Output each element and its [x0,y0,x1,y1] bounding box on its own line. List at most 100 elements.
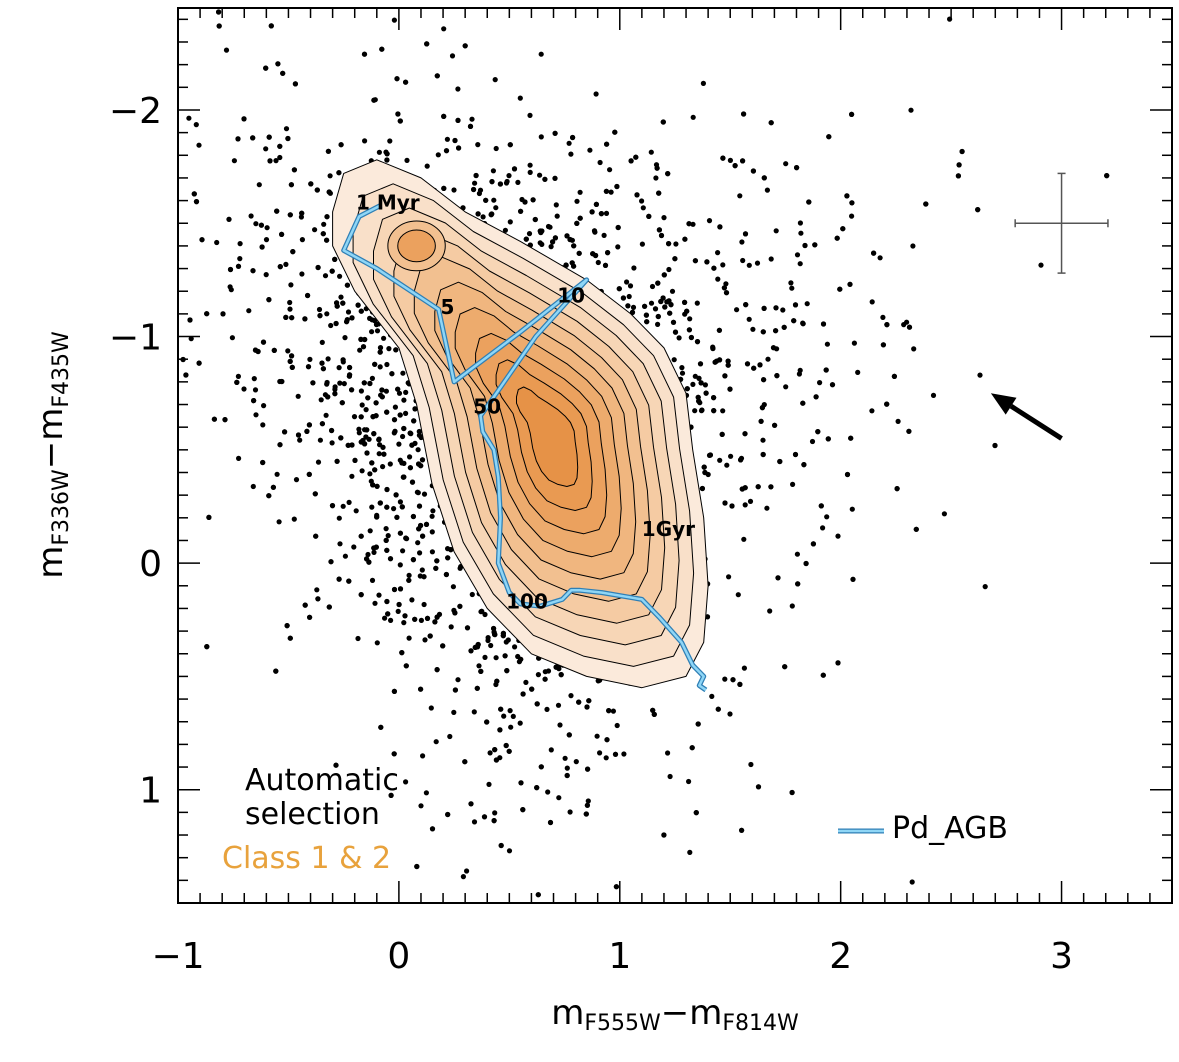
scatter-point [279,231,285,237]
scatter-point [506,848,513,854]
scatter-point [452,610,458,616]
scatter-point [450,584,456,590]
scatter-point [471,819,478,825]
scatter-point [346,578,352,584]
scatter-point [334,300,340,306]
scatter-point [186,115,192,121]
scatter-point [414,489,420,495]
x-tick-label: −1 [151,936,204,977]
scatter-point [342,553,348,559]
scatter-point [679,365,685,371]
scatter-point [455,86,461,92]
scatter-point [407,465,413,471]
scatter-point [722,373,728,379]
scatter-point [586,698,592,704]
scatter-point [356,426,362,432]
scatter-point [452,687,458,693]
scatter-point [717,457,723,463]
scatter-point [537,240,543,246]
scatter-point [389,371,395,377]
scatter-point [423,521,430,528]
scatter-point [676,335,682,341]
scatter-point [607,167,613,173]
scatter-point [288,282,294,288]
scatter-point [287,306,293,312]
scatter-point [518,208,524,214]
scatter-point [433,565,439,571]
scatter-point [741,111,747,117]
scatter-point [237,241,243,247]
scatter-point [789,285,795,291]
scatter-point [391,17,397,23]
scatter-point [518,780,524,786]
scatter-point [199,237,205,243]
scatter-point [775,575,781,581]
scatter-point [268,23,274,29]
scatter-point [710,345,716,352]
scatter-point [367,315,373,321]
scatter-point [307,614,313,620]
scatter-point [754,260,761,266]
scatter-point [476,190,482,197]
scatter-point [183,372,189,378]
scatter-point [421,601,427,608]
scatter-point [275,61,281,67]
scatter-point [564,765,570,771]
scatter-point [464,625,471,631]
x-tick-label: 2 [829,936,852,977]
scatter-point [534,785,540,791]
scatter-point [686,778,692,785]
scatter-point [758,418,764,424]
scatter-point [498,706,504,712]
scatter-point [550,239,556,245]
scatter-point [612,129,618,135]
scatter-point [527,162,533,168]
scatter-point [297,437,303,443]
scatter-point [429,529,435,535]
scatter-point [374,328,381,334]
scatter-point [734,307,740,313]
scatter-point [383,526,389,532]
scatter-point [755,484,761,490]
scatter-point [538,51,544,57]
scatter-point [401,620,407,626]
density-contours [332,159,709,689]
scatter-point [353,508,359,514]
scatter-point [204,311,210,317]
scatter-point [379,394,385,400]
scatter-point [613,884,620,890]
scatter-point [768,484,774,490]
scatter-point [277,442,283,448]
x-axis-title: mF555W−mF814W [551,993,799,1036]
scatter-point [468,648,474,654]
scatter-point [702,382,709,388]
scatter-point [307,356,313,362]
scatter-point [420,533,426,539]
scatter-point [603,755,609,761]
scatter-point [319,339,325,345]
scatter-point [315,264,321,271]
scatter-point [690,381,696,387]
scatter-point [394,76,400,82]
scatter-point [384,504,390,510]
scatter-point [982,584,988,590]
scatter-point [523,679,529,686]
scatter-point [652,306,659,312]
scatter-point [355,635,361,642]
scatter-point [743,302,749,308]
scatter-point [324,237,330,243]
scatter-point [391,751,397,757]
scatter-point [475,142,481,148]
scatter-point [421,491,428,497]
scatter-point [773,228,779,234]
scatter-point [324,381,330,387]
scatter-point [783,161,789,167]
scatter-point [299,271,305,277]
scatter-point [287,212,293,218]
scatter-point [558,672,564,678]
scatter-point [364,450,370,456]
scatter-point [740,257,746,264]
scatter-point [351,414,358,420]
scatter-point [507,142,513,148]
scatter-point [568,151,574,157]
